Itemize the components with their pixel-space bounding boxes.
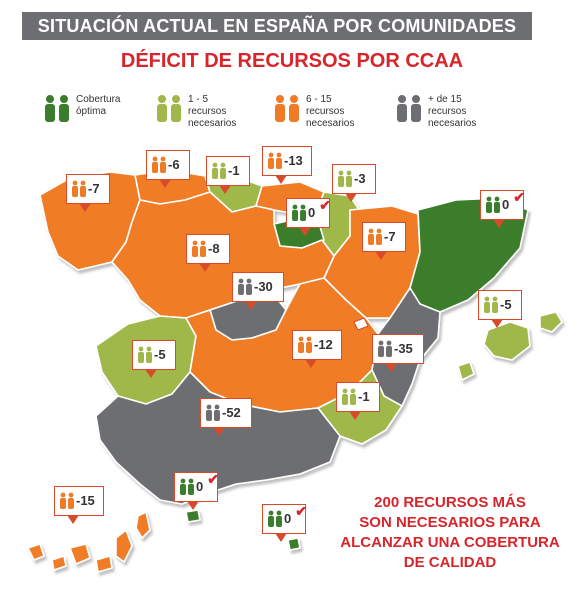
callout-pais-vasco: -13	[262, 146, 312, 184]
callout-value: -6	[168, 157, 180, 172]
summary-note: 200 RECURSOS MÁS SON NECESARIOS PARA ALC…	[340, 494, 560, 571]
region-melilla	[287, 537, 301, 551]
region-canarias-3	[69, 543, 91, 565]
check-icon: ✔	[295, 503, 307, 519]
people-icon	[212, 162, 226, 179]
callout-value: -15	[76, 493, 95, 508]
check-icon: ✔	[513, 189, 525, 205]
people-icon	[275, 95, 299, 122]
callout-aragon: -7	[362, 222, 406, 260]
callout-value: -1	[228, 163, 240, 178]
callout-galicia: -7	[66, 174, 110, 212]
people-icon	[192, 240, 206, 257]
people-icon	[152, 156, 166, 173]
people-icon	[206, 404, 220, 421]
people-icon	[397, 95, 421, 122]
callout-asturias: -6	[146, 150, 190, 188]
region-canarias-5	[115, 529, 133, 563]
callout-value: -5	[154, 347, 166, 362]
callout-madrid: -30	[232, 272, 284, 310]
callout-value: 0	[502, 197, 510, 212]
people-icon	[342, 388, 356, 405]
callout-cataluna: 0 ✔	[480, 189, 525, 228]
region-canarias-6	[135, 511, 151, 539]
callout-value: -7	[384, 229, 396, 244]
callout-ceuta: 0 ✔	[174, 471, 219, 510]
region-ceuta	[185, 509, 201, 523]
callout-castilla-la-mancha: -12	[292, 330, 342, 368]
callout-value: -3	[354, 171, 366, 186]
callout-value: 0	[308, 205, 316, 220]
callout-melilla: 0 ✔	[262, 503, 307, 542]
people-icon	[298, 336, 312, 353]
people-icon	[378, 340, 392, 357]
callout-castilla-leon: -8	[186, 234, 230, 272]
people-icon	[486, 196, 500, 213]
region-baleares-mallorca	[483, 321, 531, 361]
people-icon	[268, 510, 282, 527]
people-icon	[72, 180, 86, 197]
callout-value: -35	[394, 341, 413, 356]
callout-navarra: -3	[332, 164, 376, 202]
detail-island	[353, 317, 369, 331]
callout-andalucia: -52	[200, 398, 252, 436]
people-icon	[138, 346, 152, 363]
callout-baleares: -5	[478, 290, 522, 328]
callout-value: 0	[196, 479, 204, 494]
callout-la-rioja: 0 ✔	[286, 197, 331, 236]
region-canarias-1	[27, 543, 45, 561]
people-icon	[180, 478, 194, 495]
region-andalucia	[95, 371, 341, 505]
people-icon	[45, 95, 69, 122]
region-baleares-menorca	[539, 311, 563, 333]
check-icon: ✔	[207, 471, 219, 487]
check-icon: ✔	[319, 197, 331, 213]
people-icon	[238, 278, 252, 295]
callout-valencia: -35	[372, 334, 424, 372]
callout-cantabria: -1	[206, 156, 250, 194]
callout-value: -8	[208, 241, 220, 256]
callout-value: -5	[500, 297, 512, 312]
region-baleares-ibiza	[457, 361, 475, 381]
legend-label: 1 - 5 recursos necesarios	[188, 94, 237, 129]
callout-value: -52	[222, 405, 241, 420]
legend-label: + de 15 recursos necesarios	[428, 94, 477, 129]
callout-canarias: -15	[54, 486, 104, 524]
people-icon	[157, 95, 181, 122]
legend: Cobertura óptima 1 - 5 recursos necesari…	[40, 92, 560, 129]
legend-label: 6 - 15 recursos necesarios	[306, 94, 355, 129]
callout-value: -30	[254, 279, 273, 294]
people-icon	[292, 204, 306, 221]
callout-value: -1	[358, 389, 370, 404]
people-icon	[60, 492, 74, 509]
people-icon	[338, 170, 352, 187]
people-icon	[368, 228, 382, 245]
callout-extremadura: -5	[132, 340, 176, 378]
callout-value: 0	[284, 511, 292, 526]
page-subtitle: DÉFICIT DE RECURSOS POR CCAA	[120, 50, 464, 72]
callout-value: -13	[284, 153, 303, 168]
callout-murcia: -1	[336, 382, 380, 420]
region-canarias-2	[51, 555, 67, 571]
people-icon	[268, 152, 282, 169]
callout-value: -12	[314, 337, 333, 352]
legend-label: Cobertura óptima	[76, 94, 121, 117]
people-icon	[484, 296, 498, 313]
region-canarias-4	[95, 555, 113, 573]
callout-value: -7	[88, 181, 100, 196]
page-title: SITUACIÓN ACTUAL EN ESPAÑA POR COMUNIDAD…	[22, 12, 532, 40]
